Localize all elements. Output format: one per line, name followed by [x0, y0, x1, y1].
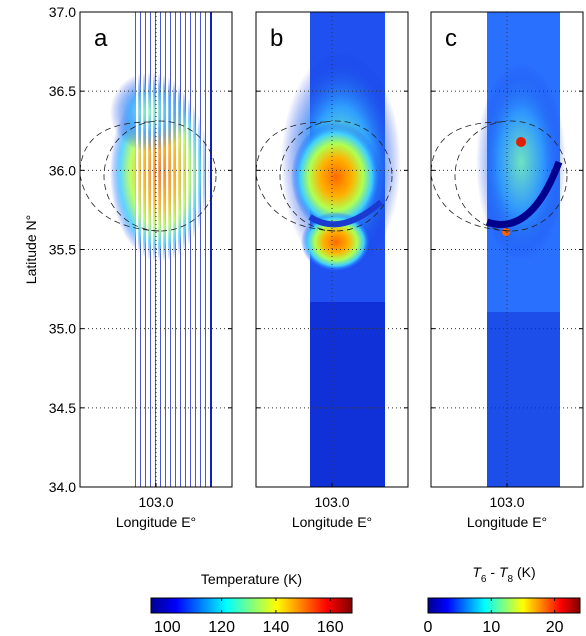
crater-outline: [431, 120, 568, 232]
x-tick-label: 103.0: [138, 494, 173, 510]
panel-b-image: [281, 12, 401, 487]
panel-label: c: [445, 25, 457, 52]
colorbar: [150, 597, 353, 614]
y-tick-label: 35.0: [49, 321, 76, 337]
colorbar: [427, 597, 581, 614]
colorbar-label: Temperature (K): [201, 571, 302, 587]
label-part: (K): [513, 564, 536, 580]
y-tick-label: 36.0: [49, 162, 76, 178]
label-part: 6: [481, 574, 487, 585]
x-axis-label: Longitude E°: [467, 514, 547, 530]
panel-c-image: [476, 12, 566, 487]
crater-outline: [256, 120, 393, 232]
colorbar-tick-label: 20: [546, 619, 564, 636]
panel-label: a: [94, 25, 108, 52]
label-part: 8: [508, 574, 514, 585]
y-tick-label: 34.5: [49, 400, 76, 416]
colorbar-tick-label: 160: [317, 619, 344, 636]
x-axis-label: Longitude E°: [292, 514, 372, 530]
colorbar-tick-label: 120: [208, 619, 235, 636]
crater-rim: [454, 120, 568, 232]
y-tick-label: 35.5: [49, 242, 76, 258]
colorbar-tick-label: 0: [424, 619, 433, 636]
crater-rim: [279, 120, 393, 232]
y-tick-label: 37.0: [49, 4, 76, 20]
x-tick-label: 103.0: [314, 494, 349, 510]
colorbar-tick-label: 10: [482, 619, 500, 636]
colorbar-tick-label: 140: [263, 619, 290, 636]
label-part: T: [499, 564, 509, 580]
x-axis-label: Longitude E°: [116, 514, 196, 530]
panel-label: b: [270, 25, 283, 52]
crater-outline: [80, 120, 217, 232]
colorbar-tick-label: 100: [154, 619, 181, 636]
label-part: T: [472, 564, 482, 580]
x-tick-label: 103.0: [489, 494, 524, 510]
label-part: -: [486, 564, 498, 580]
crater-rim: [103, 120, 217, 232]
y-tick-label: 34.0: [49, 479, 76, 495]
colorbar-label: T6 - T8 (K): [472, 564, 535, 585]
y-axis-label: Latitude N°: [23, 215, 39, 284]
y-tick-label: 36.5: [49, 83, 76, 99]
